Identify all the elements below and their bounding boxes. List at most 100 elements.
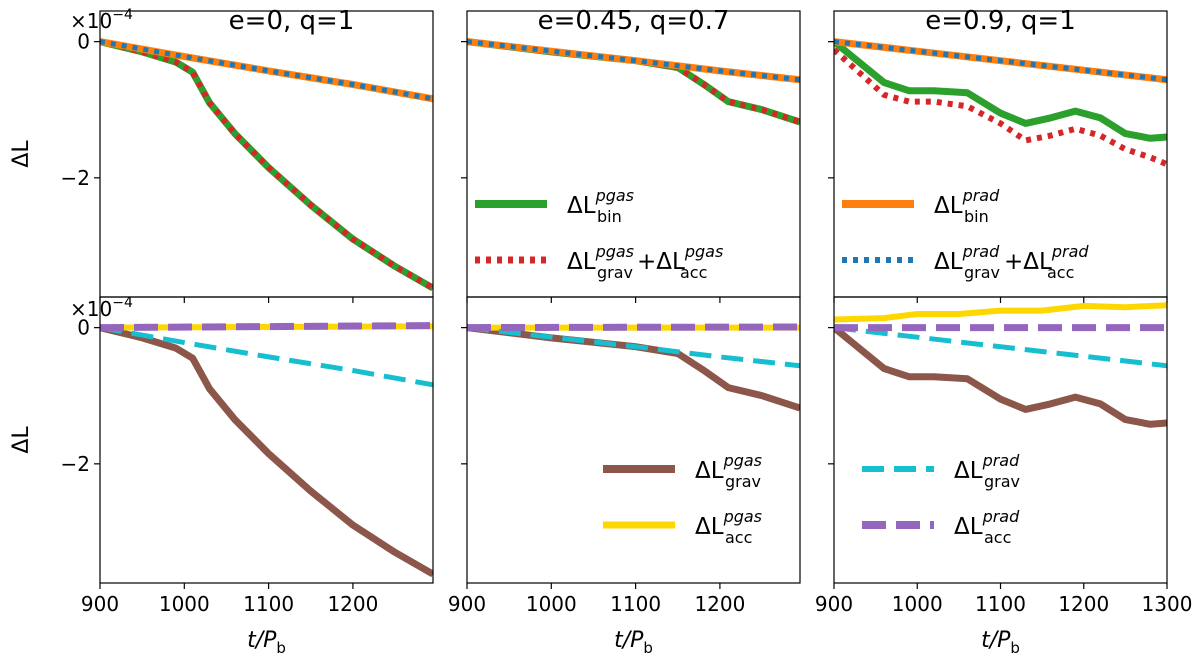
panel-bottom-right-series-prad_grav bbox=[834, 325, 1167, 369]
legend-superscript: pgas bbox=[723, 507, 762, 526]
panel-top-right-series-prad_sum bbox=[834, 39, 1167, 83]
legend-label-pgas_sum: ΔLpgas bbox=[567, 242, 634, 275]
x-axis-label-main: t/P bbox=[247, 628, 277, 653]
legend-label-prad_sum: +ΔLprad bbox=[1004, 242, 1089, 275]
panel-top-right-title: e=0.9, q=1 bbox=[925, 6, 1076, 36]
x-axis-label-sub: b bbox=[643, 639, 653, 656]
panel-bottom-left-x-axis-label: t/Pb bbox=[247, 628, 286, 656]
panel-bottom-left-xtick-label: 900 bbox=[81, 592, 119, 616]
panel-bottom-middle-xtick-label: 1000 bbox=[526, 592, 577, 616]
panel-bottom-middle-x-axis-label: t/Pb bbox=[614, 628, 653, 656]
panel-bottom-middle-xtick-label: 1200 bbox=[694, 592, 745, 616]
panel-bottom-left-y-axis-label: ΔL bbox=[9, 426, 34, 454]
panel-bottom-middle-series-prad_acc bbox=[467, 323, 800, 332]
legend-superscript: pgas bbox=[595, 186, 634, 205]
legend-subscript-prad_grav: grav bbox=[984, 472, 1020, 491]
panel-bottom-left-exponent-label: ×10−4 bbox=[70, 295, 133, 321]
legend-label-prad_acc: ΔLprad bbox=[954, 507, 1020, 540]
panel-bottom-left-ytick-label: −2 bbox=[61, 452, 90, 476]
panel-top-left-ytick-label: 0 bbox=[77, 30, 90, 54]
x-axis-label-main: t/P bbox=[981, 628, 1011, 653]
legend-subscript-pgas_grav: grav bbox=[725, 472, 761, 491]
legend-subscript-prad_bin: bin bbox=[964, 207, 989, 226]
panel-bottom-middle-series-pgas_grav bbox=[467, 324, 800, 412]
legend-superscript: pgas bbox=[723, 451, 762, 470]
legend-label-pgas_acc: ΔLpgas bbox=[695, 507, 762, 540]
panel-top-left-title: e=0, q=1 bbox=[229, 6, 355, 36]
panel-top-left-series-prad_sum bbox=[100, 39, 433, 102]
panel-top-right-series-pgas_bin bbox=[834, 38, 1167, 142]
panel-bottom-right-plot-area bbox=[834, 302, 1167, 428]
legend-superscript: pgas bbox=[595, 242, 634, 261]
legend-main: ΔL bbox=[567, 249, 596, 275]
legend-subscript-prad_acc: acc bbox=[984, 528, 1011, 547]
legend-label-prad_bin: ΔLprad bbox=[934, 186, 1000, 219]
legend-subscript-pgas_bin: bin bbox=[597, 207, 622, 226]
legend-superscript: prad bbox=[1051, 242, 1090, 261]
exponent-base: ×10 bbox=[70, 9, 112, 33]
exponent-base: ×10 bbox=[70, 297, 112, 321]
panel-bottom-right-xtick-label: 1000 bbox=[892, 592, 943, 616]
x-axis-label-sub: b bbox=[276, 639, 286, 656]
panel-top-middle-plot-area bbox=[467, 38, 800, 126]
panel-bottom-left-xtick-label: 1000 bbox=[159, 592, 210, 616]
legend-main: ΔL bbox=[695, 458, 724, 484]
legend-main: ΔL bbox=[695, 514, 724, 540]
panel-top-right-plot-area bbox=[834, 38, 1167, 167]
panel-bottom-right-x-axis-label: t/Pb bbox=[981, 628, 1020, 656]
panel-bottom-left-series-prad_acc bbox=[100, 322, 433, 332]
legend-subscript-prad_sum: acc bbox=[1047, 263, 1074, 282]
panel-bottom-left-plot-area bbox=[100, 322, 433, 578]
panel-top-right-frame bbox=[833, 10, 1168, 298]
exponent-power: −4 bbox=[112, 7, 133, 23]
legend-label-pgas_bin: ΔLpgas bbox=[567, 186, 634, 219]
legend-label-pgas_sum: +ΔLpgas bbox=[637, 242, 723, 275]
panel-top-left-series-pgas_bin bbox=[100, 38, 433, 292]
legend-main: ΔL bbox=[954, 458, 983, 484]
panel-top-left-plot-area bbox=[100, 38, 433, 292]
panel-top-left-exponent-label: ×10−4 bbox=[70, 7, 133, 33]
panel-top-middle-series-pgas_bin bbox=[467, 38, 800, 126]
panel-bottom-middle-plot-area bbox=[467, 323, 800, 412]
panel-bottom-right-series-pgas_acc bbox=[834, 302, 1167, 323]
panel-bottom-left-xtick-label: 1200 bbox=[327, 592, 378, 616]
panel-bottom-left-series-prad_grav bbox=[100, 325, 433, 388]
legend-label-prad_grav: ΔLprad bbox=[954, 451, 1020, 484]
panel-top-left-series-pgas_sum bbox=[100, 38, 433, 291]
legend-main: ΔL bbox=[954, 514, 983, 540]
panel-top-middle-series-prad_sum bbox=[467, 39, 800, 83]
panel-bottom-middle-xtick-label: 1100 bbox=[610, 592, 661, 616]
legend-label-pgas_grav: ΔLpgas bbox=[695, 451, 762, 484]
legend-main: ΔL bbox=[934, 193, 963, 219]
panel-bottom-right-xtick-label: 1200 bbox=[1058, 592, 1109, 616]
panel-bottom-right-xtick-label: 1100 bbox=[975, 592, 1026, 616]
legend-main: +ΔL bbox=[637, 249, 685, 275]
legend-main: ΔL bbox=[567, 193, 596, 219]
legend-main: ΔL bbox=[934, 249, 963, 275]
legend-superscript: prad bbox=[982, 451, 1021, 470]
legend-superscript: prad bbox=[962, 242, 1001, 261]
legend-label-prad_sum: ΔLprad bbox=[934, 242, 1000, 275]
legend-subscript-pgas_sum: grav bbox=[597, 263, 633, 282]
panel-bottom-right-series-pgas_grav bbox=[834, 324, 1167, 428]
legend-subscript-prad_sum: grav bbox=[964, 263, 1000, 282]
x-axis-label-sub: b bbox=[1010, 639, 1020, 656]
legend-superscript: prad bbox=[962, 186, 1001, 205]
panel-bottom-middle-series-prad_grav bbox=[467, 325, 800, 369]
panel-bottom-left-ytick-label: 0 bbox=[77, 316, 90, 340]
legend-superscript: prad bbox=[982, 507, 1021, 526]
panel-bottom-right-xtick-label: 900 bbox=[815, 592, 853, 616]
panel-bottom-right-xtick-label: 1300 bbox=[1142, 592, 1193, 616]
legend-superscript: pgas bbox=[684, 242, 723, 261]
panel-bottom-left-frame bbox=[99, 296, 434, 584]
panel-top-left-y-axis-label: ΔL bbox=[9, 140, 34, 168]
panel-bottom-middle-frame bbox=[466, 296, 801, 584]
x-axis-label-main: t/P bbox=[614, 628, 644, 653]
panel-top-left-ytick-label: −2 bbox=[61, 166, 90, 190]
panel-top-middle-title: e=0.45, q=0.7 bbox=[538, 6, 730, 36]
panel-bottom-left-xtick-label: 1100 bbox=[243, 592, 294, 616]
exponent-power: −4 bbox=[112, 295, 133, 311]
panel-top-right-series-pgas_sum bbox=[834, 47, 1167, 167]
legend-main: +ΔL bbox=[1004, 249, 1052, 275]
